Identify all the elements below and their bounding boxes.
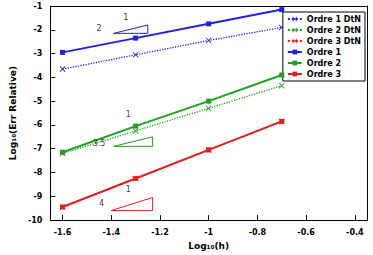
- svg-text:Log₁₀(h): Log₁₀(h): [188, 241, 229, 251]
- svg-text:-4: -4: [33, 73, 42, 82]
- svg-text:4: 4: [99, 199, 104, 208]
- svg-text:-10: -10: [28, 216, 43, 225]
- svg-text:Ordre 3: Ordre 3: [307, 70, 341, 79]
- svg-text:1: 1: [126, 185, 131, 194]
- svg-text:-1: -1: [204, 228, 213, 237]
- svg-text:Ordre 3 DtN: Ordre 3 DtN: [307, 37, 361, 46]
- svg-text:-1.6: -1.6: [54, 228, 72, 237]
- svg-text:1: 1: [123, 13, 128, 22]
- svg-text:-8: -8: [33, 168, 42, 177]
- svg-text:Ordre 1 DtN: Ordre 1 DtN: [307, 15, 361, 24]
- svg-text:-3: -3: [33, 49, 42, 58]
- svg-text:2: 2: [97, 24, 102, 33]
- svg-text:Ordre 2 DtN: Ordre 2 DtN: [307, 26, 361, 35]
- svg-text:Log₁₀(Err Relative): Log₁₀(Err Relative): [8, 66, 18, 160]
- svg-text:-1.4: -1.4: [102, 228, 120, 237]
- svg-text:-0.8: -0.8: [249, 228, 267, 237]
- svg-text:-7: -7: [33, 144, 42, 153]
- svg-text:-9: -9: [33, 192, 42, 201]
- svg-text:-2: -2: [33, 25, 42, 34]
- svg-text:3.5: 3.5: [93, 139, 106, 148]
- svg-text:-0.6: -0.6: [297, 228, 315, 237]
- svg-text:-1: -1: [33, 2, 42, 11]
- svg-text:-5: -5: [33, 97, 42, 106]
- svg-text:Ordre 1: Ordre 1: [307, 48, 342, 57]
- svg-text:-1.2: -1.2: [151, 228, 169, 237]
- svg-text:1: 1: [126, 110, 131, 119]
- svg-text:-6: -6: [33, 120, 42, 129]
- svg-text:-0.4: -0.4: [346, 228, 364, 237]
- svg-text:Ordre 2: Ordre 2: [307, 59, 341, 68]
